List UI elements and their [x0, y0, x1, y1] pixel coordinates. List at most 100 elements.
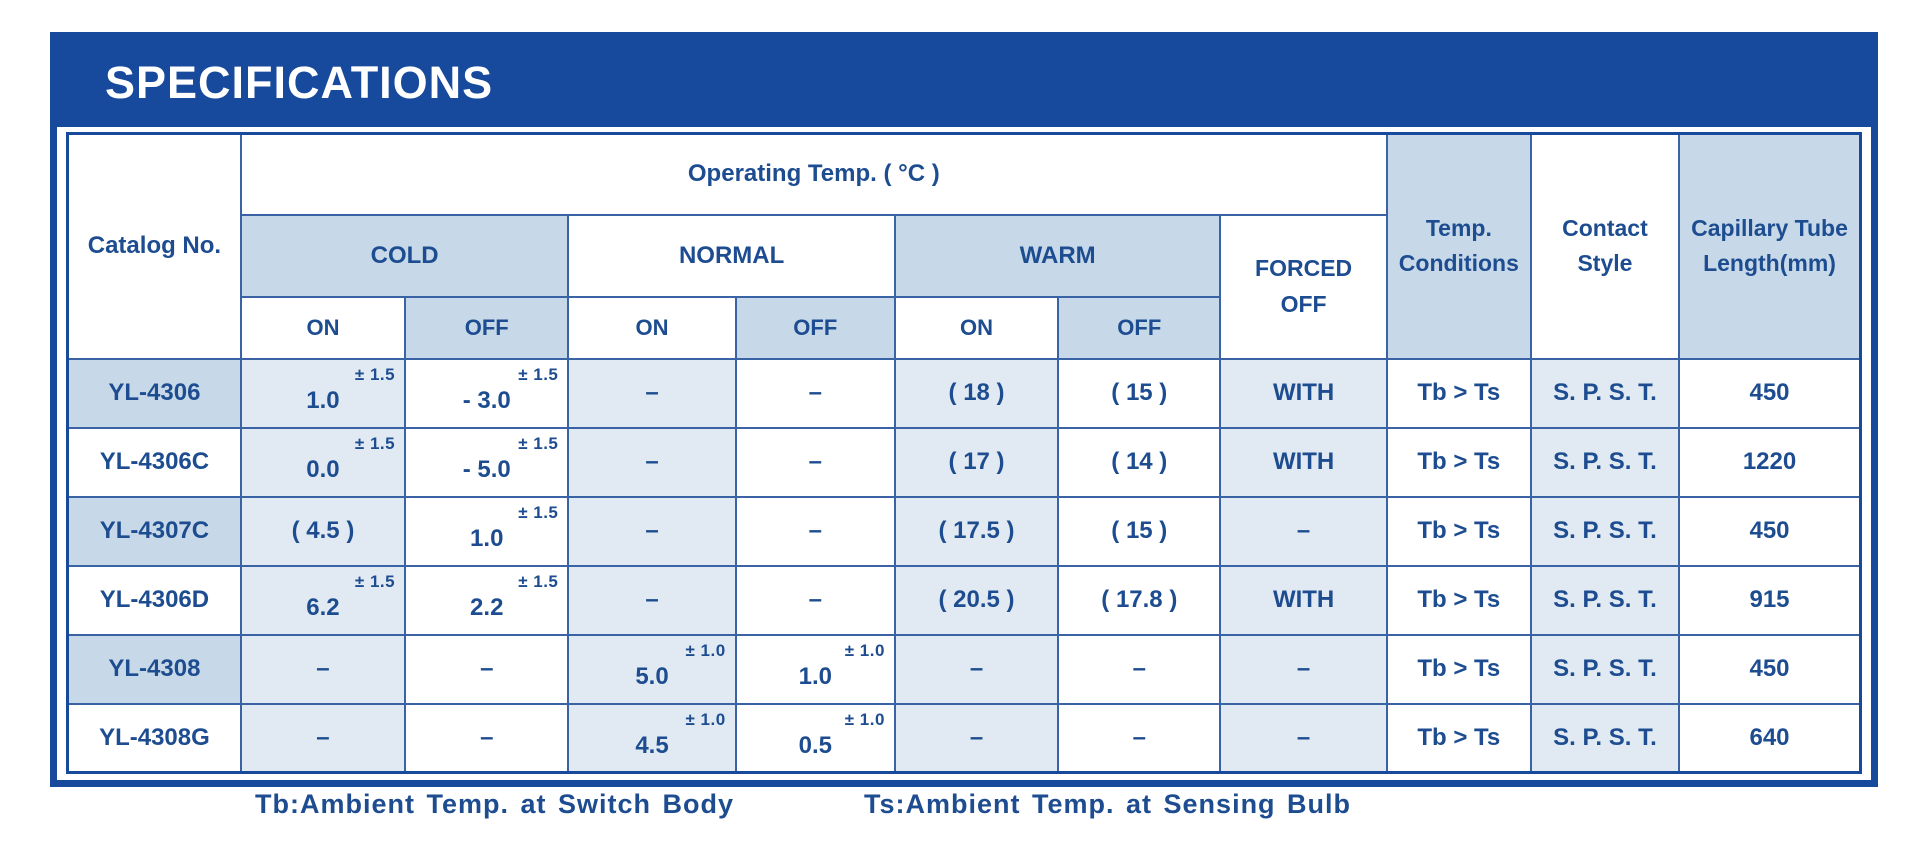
col-header-cold-on: ON [239, 295, 407, 360]
warm-on-cell: ( 20.5 ) [893, 564, 1060, 636]
warm-off-cell: ( 15 ) [1057, 495, 1222, 567]
spec-row-YL-4308: YL-4308– –5.0 ± 1.0 1.0 ± 1.0– – – Tb > Ts S. P.… [66, 633, 1862, 705]
cold-off-cell: 2.2 ± 1.5 [404, 564, 570, 636]
capillary-cell: 915 [1678, 564, 1862, 636]
forced-cell: WITH [1219, 564, 1388, 636]
col-header-temp-conditions: Temp. Conditions [1385, 132, 1532, 360]
forced-cell: WITH [1219, 357, 1388, 429]
value-main: 4.5 [635, 731, 669, 759]
capillary-cell: 450 [1678, 633, 1862, 705]
header-row-1: Catalog No. Operating Temp. ( °C ) Temp.… [66, 132, 1862, 360]
value-main: 0.0 [306, 456, 340, 483]
value-tolerance: ± 1.0 [685, 640, 726, 660]
value-main: 6.2 [306, 594, 340, 621]
value-tolerance: ± 1.5 [354, 571, 396, 591]
warm-off-cell: ( 17.8 ) [1057, 564, 1222, 636]
spec-row-YL-4308G: YL-4308G – –4.5 ± 1.0 0.5 ± 1.0– – – Tb > Ts S. P… [66, 702, 1862, 774]
cold-on-cell: – [239, 633, 407, 705]
cold-off-cell: 1.0 ± 1.5 [404, 495, 570, 567]
col-header-forced-off: FORCED OFF [1219, 213, 1388, 360]
col-header-warm-on: ON [893, 295, 1060, 360]
capillary-cell: 1220 [1678, 426, 1862, 498]
value-main: 1.0 [470, 525, 504, 552]
contact-cell: S. P. S. T. [1529, 357, 1681, 429]
col-header-normal: NORMAL [567, 213, 896, 298]
cold-off-cell: – [404, 633, 570, 705]
value-main: 1.0 [306, 387, 340, 414]
contact-cell: S. P. S. T. [1529, 495, 1681, 567]
col-header-warm: WARM [893, 213, 1222, 298]
cold-on-cell: ( 4.5 ) [239, 495, 407, 567]
capillary-cell: 450 [1678, 495, 1862, 567]
col-header-operating-temp: Operating Temp. ( °C ) [239, 132, 1388, 216]
catalog-cell: YL-4306C [66, 426, 242, 498]
col-header-catalog-no: Catalog No. [66, 132, 242, 360]
value-tolerance: ± 1.5 [354, 433, 396, 453]
normal-on-cell: – [567, 495, 737, 567]
spec-row-YL-4306C: YL-4306C 0.0 ± 1.5- 5.0 ± 1.5– –( 17 )( 14 )… [66, 426, 1862, 498]
spec-row-YL-4307C: YL-4307C( 4.5 ) 1.0 ± 1.5– –( 17.5 )( 15 ) –… [66, 495, 1862, 567]
col-header-normal-on: ON [567, 295, 737, 360]
temp-cell: Tb > Ts [1385, 702, 1532, 774]
contact-cell: S. P. S. T. [1529, 564, 1681, 636]
warm-on-cell: ( 18 ) [893, 357, 1060, 429]
cold-on-cell: 1.0 ± 1.5 [239, 357, 407, 429]
cold-off-cell: - 3.0 ± 1.5 [404, 357, 570, 429]
value-tolerance: ± 1.5 [518, 364, 559, 384]
footnote-tb: Tb:Ambient Temp. at Switch Body [255, 789, 735, 819]
forced-cell: WITH [1219, 426, 1388, 498]
footnotes: Tb:Ambient Temp. at Switch Body Ts:Ambie… [255, 789, 1351, 820]
banner: SPECIFICATIONS [57, 39, 1871, 127]
cold-on-cell: – [239, 702, 407, 774]
catalog-cell: YL-4307C [66, 495, 242, 567]
value-main: - 5.0 [462, 456, 511, 483]
capillary-cell: 450 [1678, 357, 1862, 429]
col-header-cold-off: OFF [404, 295, 570, 360]
catalog-cell: YL-4306D [66, 564, 242, 636]
contact-cell: S. P. S. T. [1529, 426, 1681, 498]
value-main: 2.2 [470, 594, 504, 621]
contact-cell: S. P. S. T. [1529, 702, 1681, 774]
normal-off-cell: – [734, 564, 896, 636]
normal-off-cell: 1.0 ± 1.0 [734, 633, 896, 705]
normal-off-cell: 0.5 ± 1.0 [734, 702, 896, 774]
forced-cell: – [1219, 495, 1388, 567]
col-header-capillary-tube-length: Capillary Tube Length(mm) [1678, 132, 1862, 360]
col-header-warm-off: OFF [1057, 295, 1222, 360]
value-tolerance: ± 1.5 [518, 571, 559, 591]
normal-off-cell: – [734, 495, 896, 567]
page-title: SPECIFICATIONS [105, 57, 494, 108]
temp-cell: Tb > Ts [1385, 426, 1532, 498]
spec-table-head: Catalog No. Operating Temp. ( °C ) Temp.… [66, 132, 1862, 360]
value-main: 0.5 [798, 731, 832, 759]
catalog-cell: YL-4308 [66, 633, 242, 705]
catalog-cell: YL-4308G [66, 702, 242, 774]
value-main: 5.0 [635, 663, 669, 690]
temp-cell: Tb > Ts [1385, 495, 1532, 567]
normal-on-cell: – [567, 426, 737, 498]
header-row-3: ON OFF ON OFF ON OFF [68, 295, 1861, 360]
forced-cell: – [1219, 633, 1388, 705]
spec-row-YL-4306D: YL-4306D 6.2 ± 1.5 2.2 ± 1.5– –( 20.5 )( 17.8… [66, 564, 1862, 636]
spec-table-body: YL-4306 1.0 ± 1.5- 3.0 ± 1.5– –( 18 )( 15 ) W… [66, 357, 1862, 774]
normal-on-cell: 4.5 ± 1.0 [567, 702, 737, 774]
spec-row-YL-4306: YL-4306 1.0 ± 1.5- 3.0 ± 1.5– –( 18 )( 15 ) W… [66, 357, 1862, 429]
normal-off-cell: – [734, 426, 896, 498]
normal-on-cell: – [567, 357, 737, 429]
warm-off-cell: – [1057, 702, 1222, 774]
value-tolerance: ± 1.5 [354, 364, 396, 384]
normal-on-cell: – [567, 564, 737, 636]
value-main: - 3.0 [462, 387, 511, 414]
normal-on-cell: 5.0 ± 1.0 [567, 633, 737, 705]
col-header-normal-off: OFF [734, 295, 896, 360]
spec-table: Catalog No. Operating Temp. ( °C ) Temp.… [66, 132, 1862, 774]
normal-off-cell: – [734, 357, 896, 429]
col-header-contact-style: Contact Style [1529, 132, 1681, 360]
warm-on-cell: ( 17.5 ) [893, 495, 1060, 567]
cold-on-cell: 0.0 ± 1.5 [239, 426, 407, 498]
value-tolerance: ± 1.0 [844, 640, 885, 660]
value-tolerance: ± 1.0 [844, 709, 885, 729]
table-wrap: Catalog No. Operating Temp. ( °C ) Temp.… [57, 127, 1871, 780]
warm-off-cell: – [1057, 633, 1222, 705]
